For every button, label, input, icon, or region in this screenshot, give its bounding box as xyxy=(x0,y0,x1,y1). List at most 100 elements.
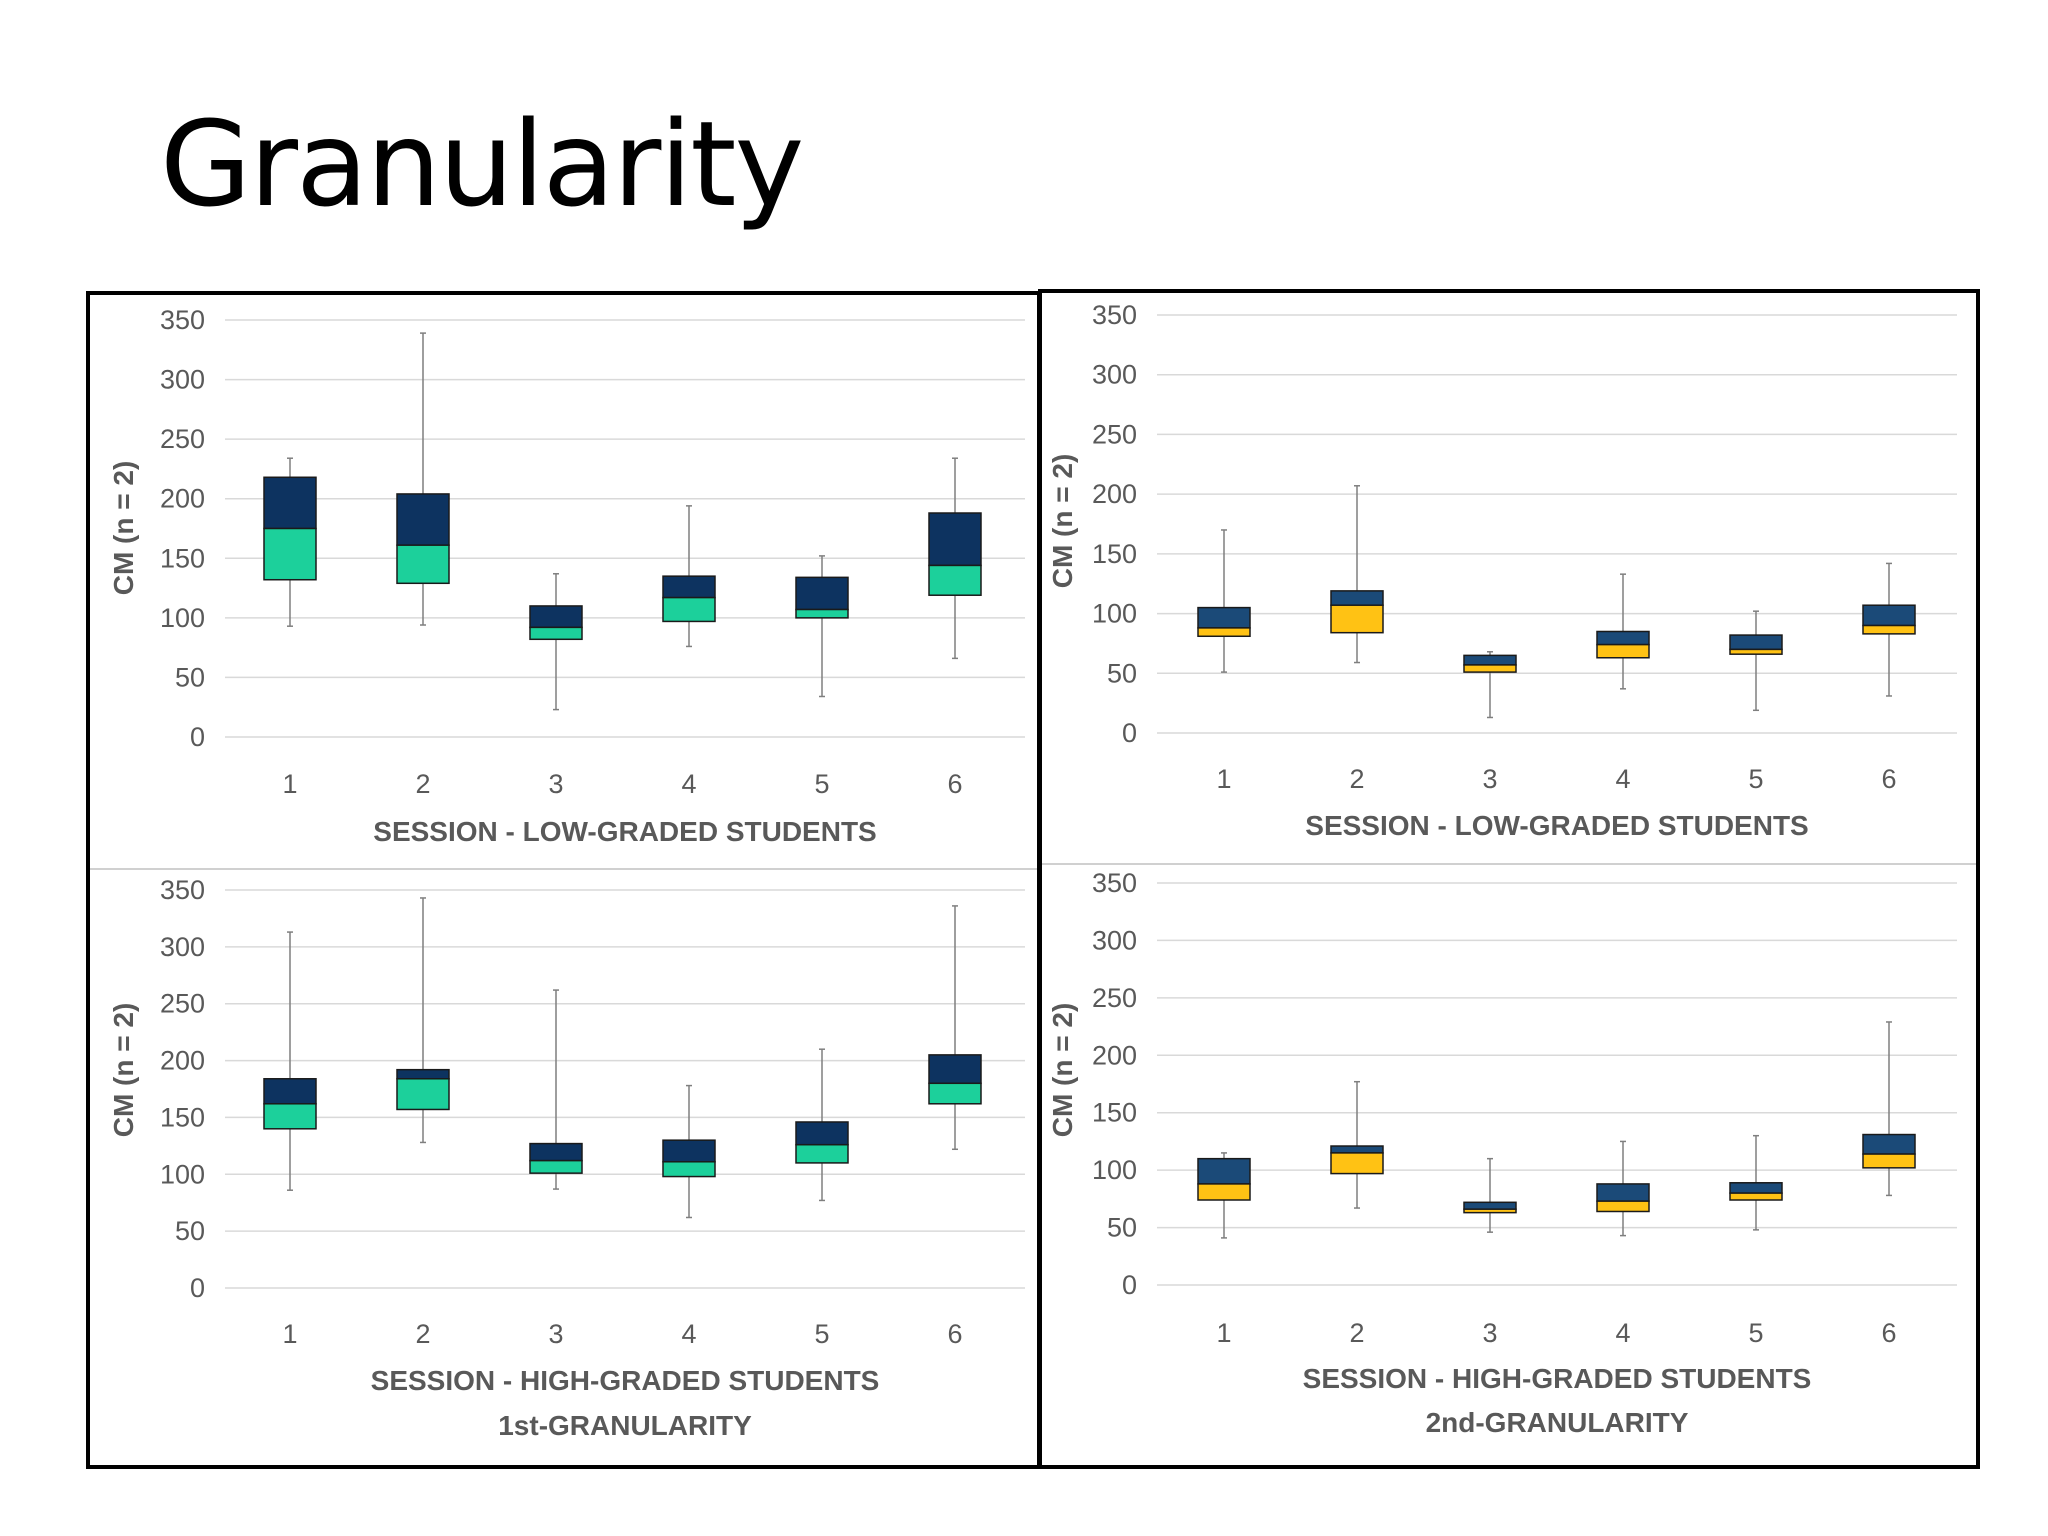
y-tick-label: 150 xyxy=(160,1102,205,1132)
y-tick-label: 300 xyxy=(160,932,205,962)
box-lower-quartile xyxy=(529,1159,583,1174)
box-lower-quartile xyxy=(1463,664,1517,673)
y-tick-label: 0 xyxy=(190,722,205,752)
box-upper-quartile xyxy=(529,1142,583,1162)
box-lower-quartile xyxy=(662,1161,716,1178)
y-tick-label: 0 xyxy=(190,1273,205,1303)
box-lower-quartile xyxy=(795,608,849,619)
box-upper-quartile xyxy=(795,576,849,611)
x-tick-label: 6 xyxy=(947,1319,962,1349)
x-tick-label: 6 xyxy=(1881,1318,1896,1348)
box-lower-quartile xyxy=(263,527,317,581)
x-tick-label: 5 xyxy=(1748,1318,1763,1348)
right-panel-divider xyxy=(1042,863,1976,865)
chart-top-left: 0 50 100 150 200 250 300 350 CM (n = 2) 1 2 3 4 5 6 SES… xyxy=(108,305,1025,847)
box-upper-quartile xyxy=(1596,630,1650,646)
x-axis-title: SESSION - HIGH-GRADED STUDENTS xyxy=(371,1365,880,1396)
y-tick-label: 150 xyxy=(160,543,205,573)
x-tick-label: 6 xyxy=(947,769,962,799)
x-tick-label: 1 xyxy=(282,1319,297,1349)
box-upper-quartile xyxy=(1862,604,1916,627)
x-tick-label: 4 xyxy=(1615,764,1630,794)
box-lower-quartile xyxy=(928,1082,982,1105)
chart-top-right: 0 50 100 150 200 250 300 350 CM (n = 2) 1 2 3 4 5 6 SES… xyxy=(1047,300,1957,841)
box-upper-quartile xyxy=(795,1121,849,1146)
y-tick-label: 250 xyxy=(160,989,205,1019)
y-tick-label: 200 xyxy=(160,1046,205,1076)
y-tick-label: 100 xyxy=(160,603,205,633)
box-lower-quartile xyxy=(1862,1153,1916,1169)
chart-bottom-right: 0 50 100 150 200 250 300 350 CM (n = 2) 1 2 3 4 5 6 SES… xyxy=(1047,868,1957,1438)
y-tick-label: 300 xyxy=(160,365,205,395)
box-upper-quartile xyxy=(1197,606,1251,629)
y-tick-label: 200 xyxy=(1092,1040,1137,1070)
y-tick-label: 150 xyxy=(1092,539,1137,569)
box-lower-quartile xyxy=(1729,648,1783,655)
y-tick-label: 0 xyxy=(1122,718,1137,748)
x-tick-label: 3 xyxy=(1482,1318,1497,1348)
y-tick-label: 100 xyxy=(1092,1155,1137,1185)
chart-bottom-left: 0 50 100 150 200 250 300 350 CM (n = 2) 1 2 3 4 5 6 SES… xyxy=(108,875,1025,1441)
y-tick-label: 50 xyxy=(1107,658,1137,688)
box-upper-quartile xyxy=(1596,1183,1650,1202)
x-tick-label: 6 xyxy=(1881,764,1896,794)
x-tick-label: 1 xyxy=(1216,1318,1231,1348)
y-tick-label: 100 xyxy=(160,1159,205,1189)
box-upper-quartile xyxy=(1463,1201,1517,1210)
x-tick-label: 3 xyxy=(1482,764,1497,794)
y-tick-label: 350 xyxy=(1092,868,1137,898)
x-tick-label: 4 xyxy=(1615,1318,1630,1348)
y-tick-label: 300 xyxy=(1092,360,1137,390)
y-axis-title: CM (n = 2) xyxy=(108,461,139,596)
box-lower-quartile xyxy=(1463,1208,1517,1214)
y-tick-label: 300 xyxy=(1092,925,1137,955)
box-lower-quartile xyxy=(1862,624,1916,635)
box-upper-quartile xyxy=(1463,654,1517,666)
box-lower-quartile xyxy=(529,626,583,641)
box-upper-quartile xyxy=(1330,1145,1384,1154)
x-tick-label: 5 xyxy=(814,1319,829,1349)
box-lower-quartile xyxy=(928,564,982,596)
box-upper-quartile xyxy=(1729,634,1783,651)
box-lower-quartile xyxy=(1330,1152,1384,1175)
box-lower-quartile xyxy=(1197,627,1251,638)
box-lower-quartile xyxy=(795,1143,849,1164)
x-tick-label: 2 xyxy=(415,1319,430,1349)
box-upper-quartile xyxy=(1330,590,1384,606)
y-tick-label: 100 xyxy=(1092,599,1137,629)
slide-title: Granularity xyxy=(160,95,804,233)
x-axis-title: SESSION - LOW-GRADED STUDENTS xyxy=(373,816,876,847)
right-chart-frame xyxy=(1038,289,1980,1469)
left-panel-divider xyxy=(90,868,1037,870)
x-axis-title: SESSION - HIGH-GRADED STUDENTS xyxy=(1303,1363,1812,1394)
box-lower-quartile xyxy=(396,544,450,585)
y-tick-label: 250 xyxy=(160,424,205,454)
y-axis-title: CM (n = 2) xyxy=(1047,1003,1078,1138)
x-tick-label: 5 xyxy=(814,769,829,799)
x-tick-label: 1 xyxy=(282,769,297,799)
y-axis-title: CM (n = 2) xyxy=(108,1003,139,1138)
box-upper-quartile xyxy=(928,512,982,567)
y-tick-label: 350 xyxy=(160,875,205,905)
x-axis-title: 2nd-GRANULARITY xyxy=(1426,1407,1689,1438)
box-lower-quartile xyxy=(662,596,716,623)
box-lower-quartile xyxy=(1330,604,1384,634)
x-axis-title: SESSION - LOW-GRADED STUDENTS xyxy=(1305,810,1808,841)
x-tick-label: 4 xyxy=(681,1319,696,1349)
box-upper-quartile xyxy=(1862,1133,1916,1155)
box-upper-quartile xyxy=(396,493,450,546)
y-tick-label: 350 xyxy=(1092,300,1137,330)
box-upper-quartile xyxy=(263,476,317,530)
box-lower-quartile xyxy=(396,1078,450,1111)
box-lower-quartile xyxy=(1729,1192,1783,1201)
box-upper-quartile xyxy=(529,605,583,629)
x-tick-label: 4 xyxy=(681,769,696,799)
y-axis-title: CM (n = 2) xyxy=(1047,454,1078,589)
box-lower-quartile xyxy=(1596,1200,1650,1213)
x-tick-label: 2 xyxy=(415,769,430,799)
x-tick-label: 1 xyxy=(1216,764,1231,794)
x-tick-label: 5 xyxy=(1748,764,1763,794)
y-tick-label: 50 xyxy=(175,662,205,692)
y-tick-label: 200 xyxy=(160,484,205,514)
y-tick-label: 200 xyxy=(1092,479,1137,509)
